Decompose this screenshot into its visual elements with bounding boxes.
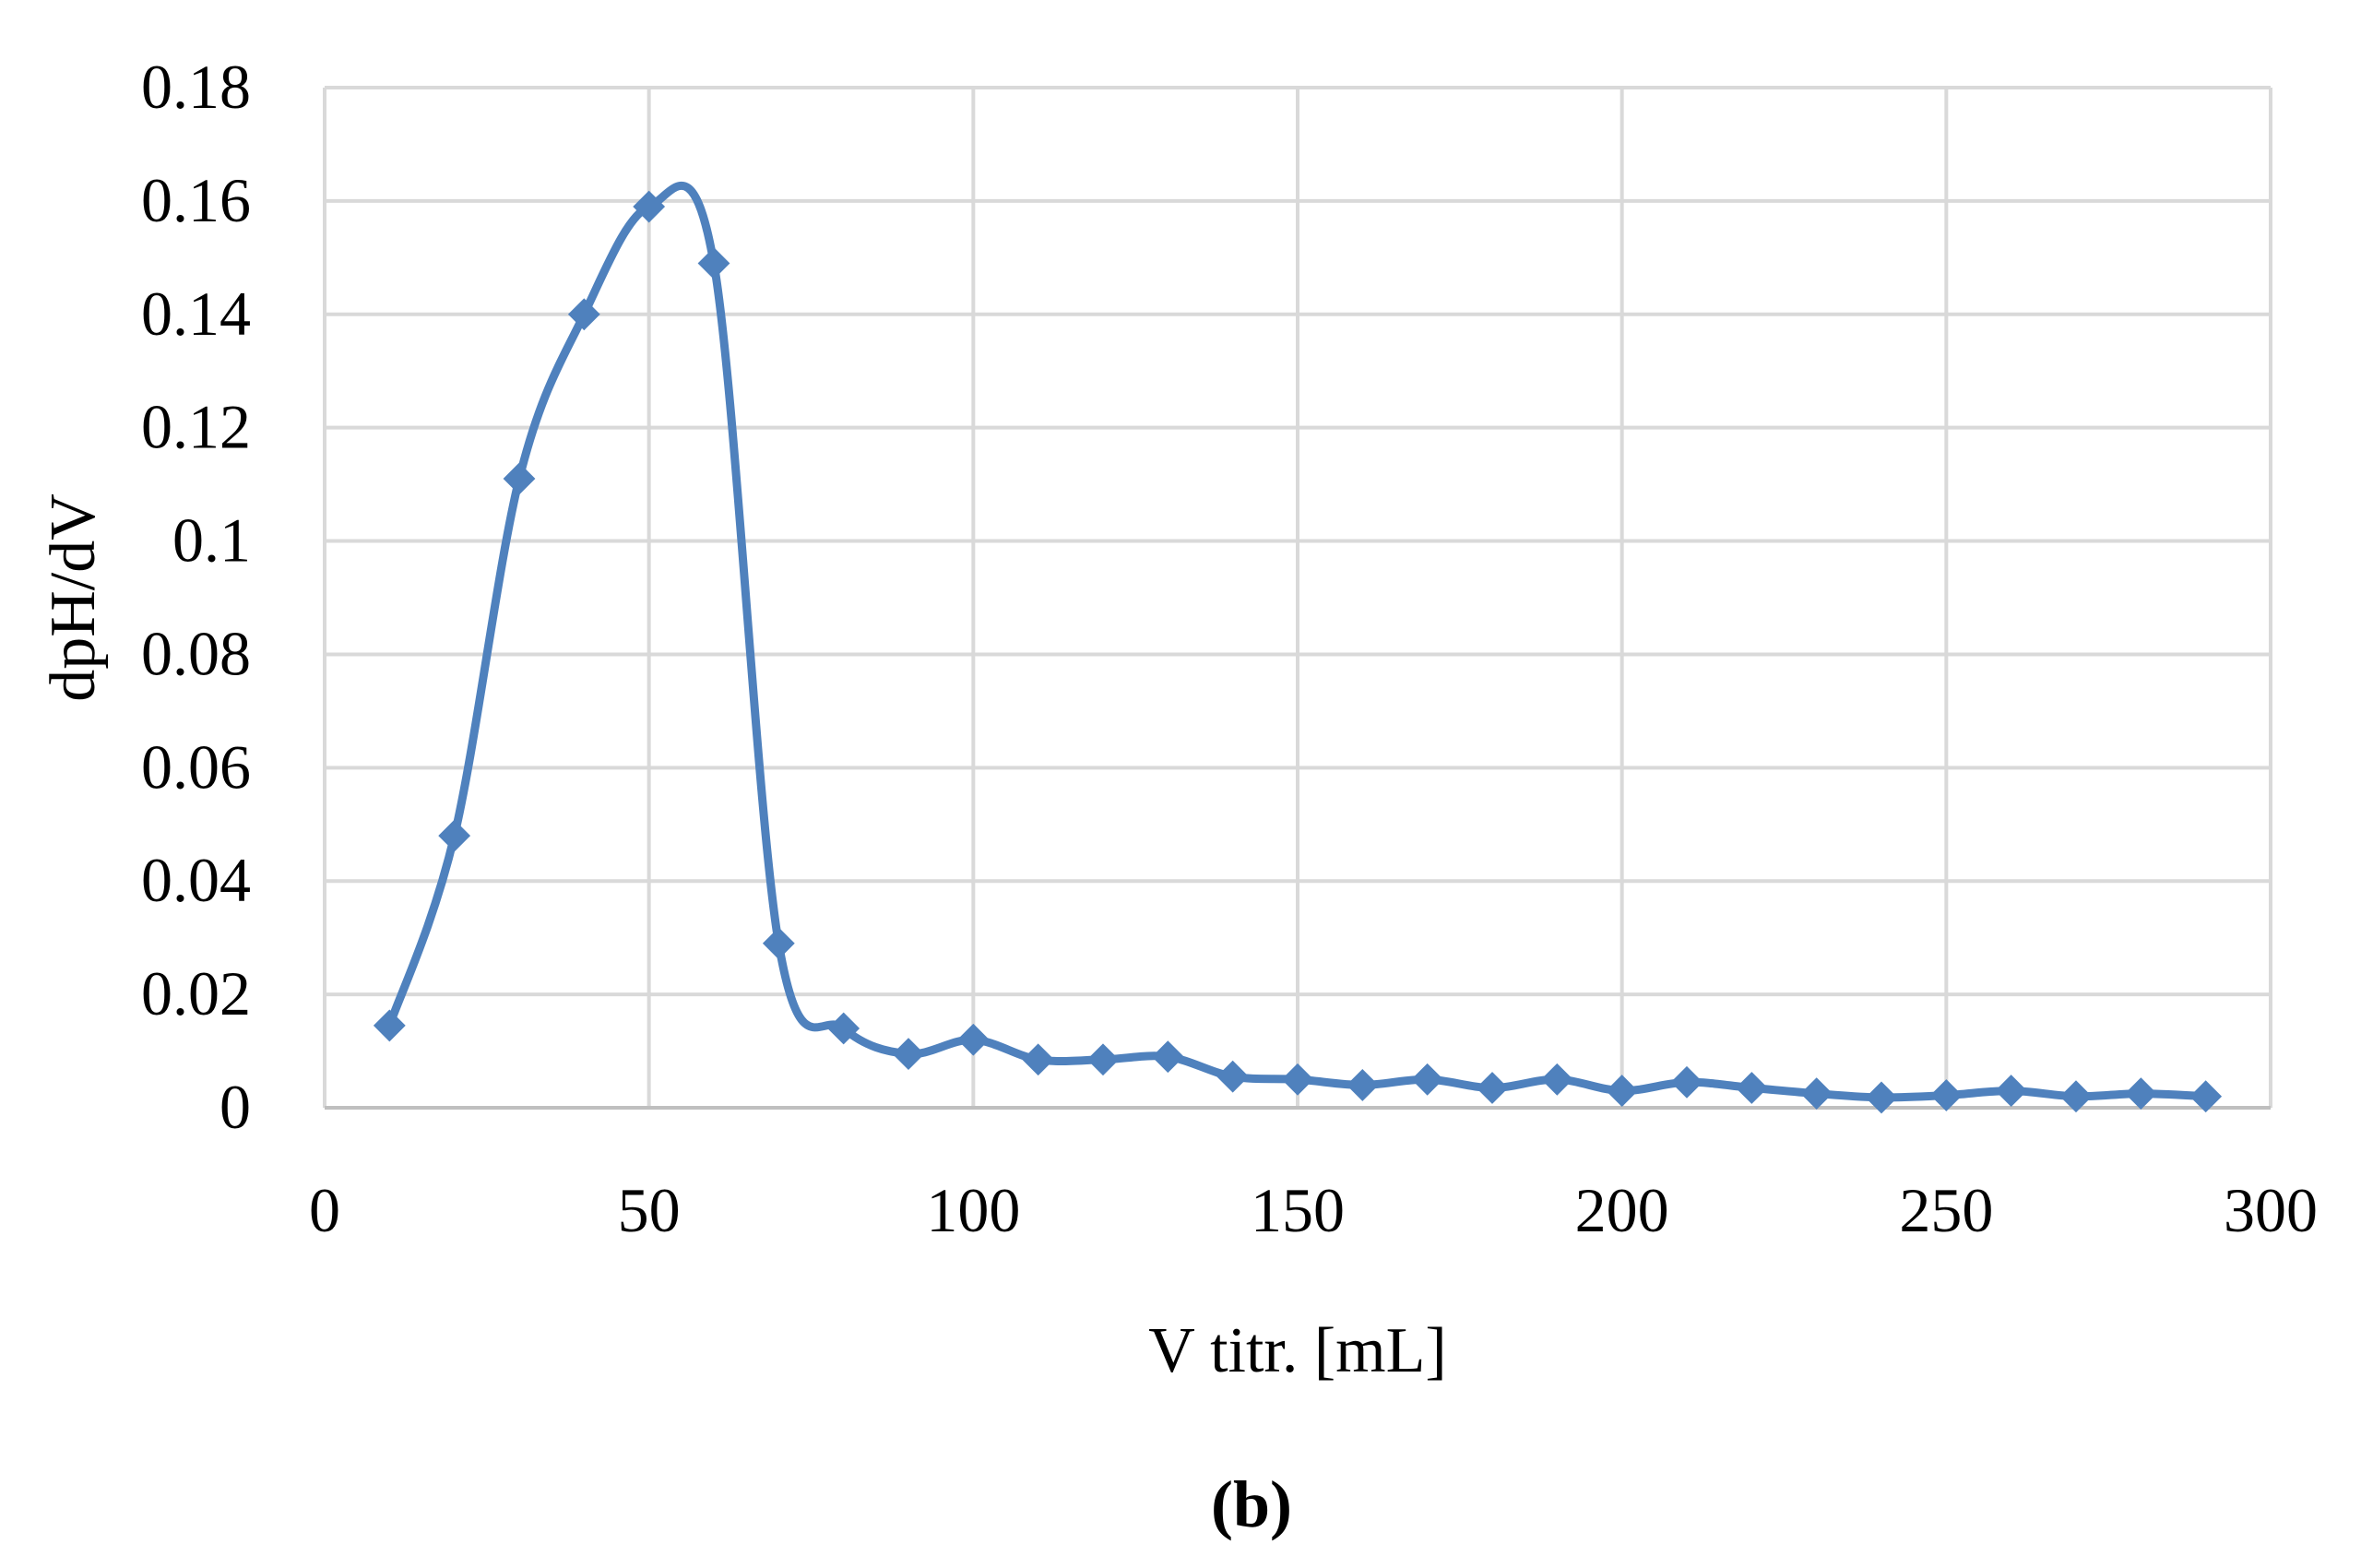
data-point — [1995, 1075, 2028, 1107]
y-tick-label: 0.16 — [141, 165, 251, 235]
series-line — [385, 181, 2211, 1102]
data-point — [827, 1012, 860, 1045]
y-tick-label: 0.14 — [141, 279, 251, 349]
y-tick-label: 0.18 — [141, 52, 251, 122]
data-point — [1022, 1043, 1055, 1076]
data-point — [1086, 1043, 1120, 1076]
x-tick-label: 250 — [1899, 1175, 1993, 1245]
data-point — [1476, 1072, 1509, 1104]
x-axis-title: V titr. [mL] — [1148, 1315, 1446, 1386]
x-tick-label: 300 — [2224, 1175, 2318, 1245]
data-point — [1735, 1072, 1768, 1104]
data-point — [1606, 1075, 1639, 1107]
data-point — [2059, 1080, 2093, 1113]
data-point — [1540, 1063, 1573, 1096]
y-tick-label: 0.02 — [141, 958, 251, 1028]
data-point — [1800, 1077, 1833, 1111]
data-point — [1281, 1063, 1314, 1096]
y-tick-label: 0.12 — [141, 392, 251, 462]
data-point — [373, 1009, 406, 1042]
data-point — [503, 462, 536, 495]
data-point — [1929, 1079, 1963, 1111]
data-point — [1670, 1065, 1703, 1099]
y-tick-label: 0.1 — [172, 505, 251, 576]
data-point — [697, 247, 730, 279]
series — [373, 181, 2223, 1114]
y-tick-label: 0.08 — [141, 618, 251, 688]
data-point — [1411, 1063, 1444, 1096]
data-point — [2124, 1077, 2157, 1111]
axes: 0 0.02 0.04 0.06 0.08 0.1 0.12 0.14 0.16 0.18 0 50 1… — [141, 52, 2318, 1245]
y-tick-label: 0 — [219, 1072, 251, 1142]
data-point — [762, 927, 795, 960]
data-point — [567, 298, 600, 331]
data-point — [1346, 1069, 1379, 1101]
gridlines — [323, 86, 2272, 1108]
data-point — [956, 1023, 990, 1056]
x-tick-label: 100 — [926, 1175, 1020, 1245]
x-tick-label: 150 — [1251, 1175, 1345, 1245]
data-point — [1216, 1060, 1250, 1093]
data-point — [438, 819, 471, 852]
data-point — [633, 190, 666, 223]
y-tick-label: 0.04 — [141, 845, 251, 915]
panel-label: (b) — [1211, 1467, 1292, 1541]
data-point — [1865, 1081, 1898, 1114]
y-tick-label: 0.06 — [141, 731, 251, 802]
data-point — [1151, 1040, 1184, 1074]
x-tick-label: 200 — [1575, 1175, 1669, 1245]
x-tick-label: 0 — [309, 1175, 340, 1245]
data-point — [892, 1038, 925, 1071]
labels: V titr. [mL] dpH/dV (b) — [38, 493, 1447, 1541]
data-point — [2189, 1080, 2223, 1113]
y-axis-title: dpH/dV — [38, 493, 109, 702]
x-tick-label: 50 — [618, 1175, 681, 1245]
